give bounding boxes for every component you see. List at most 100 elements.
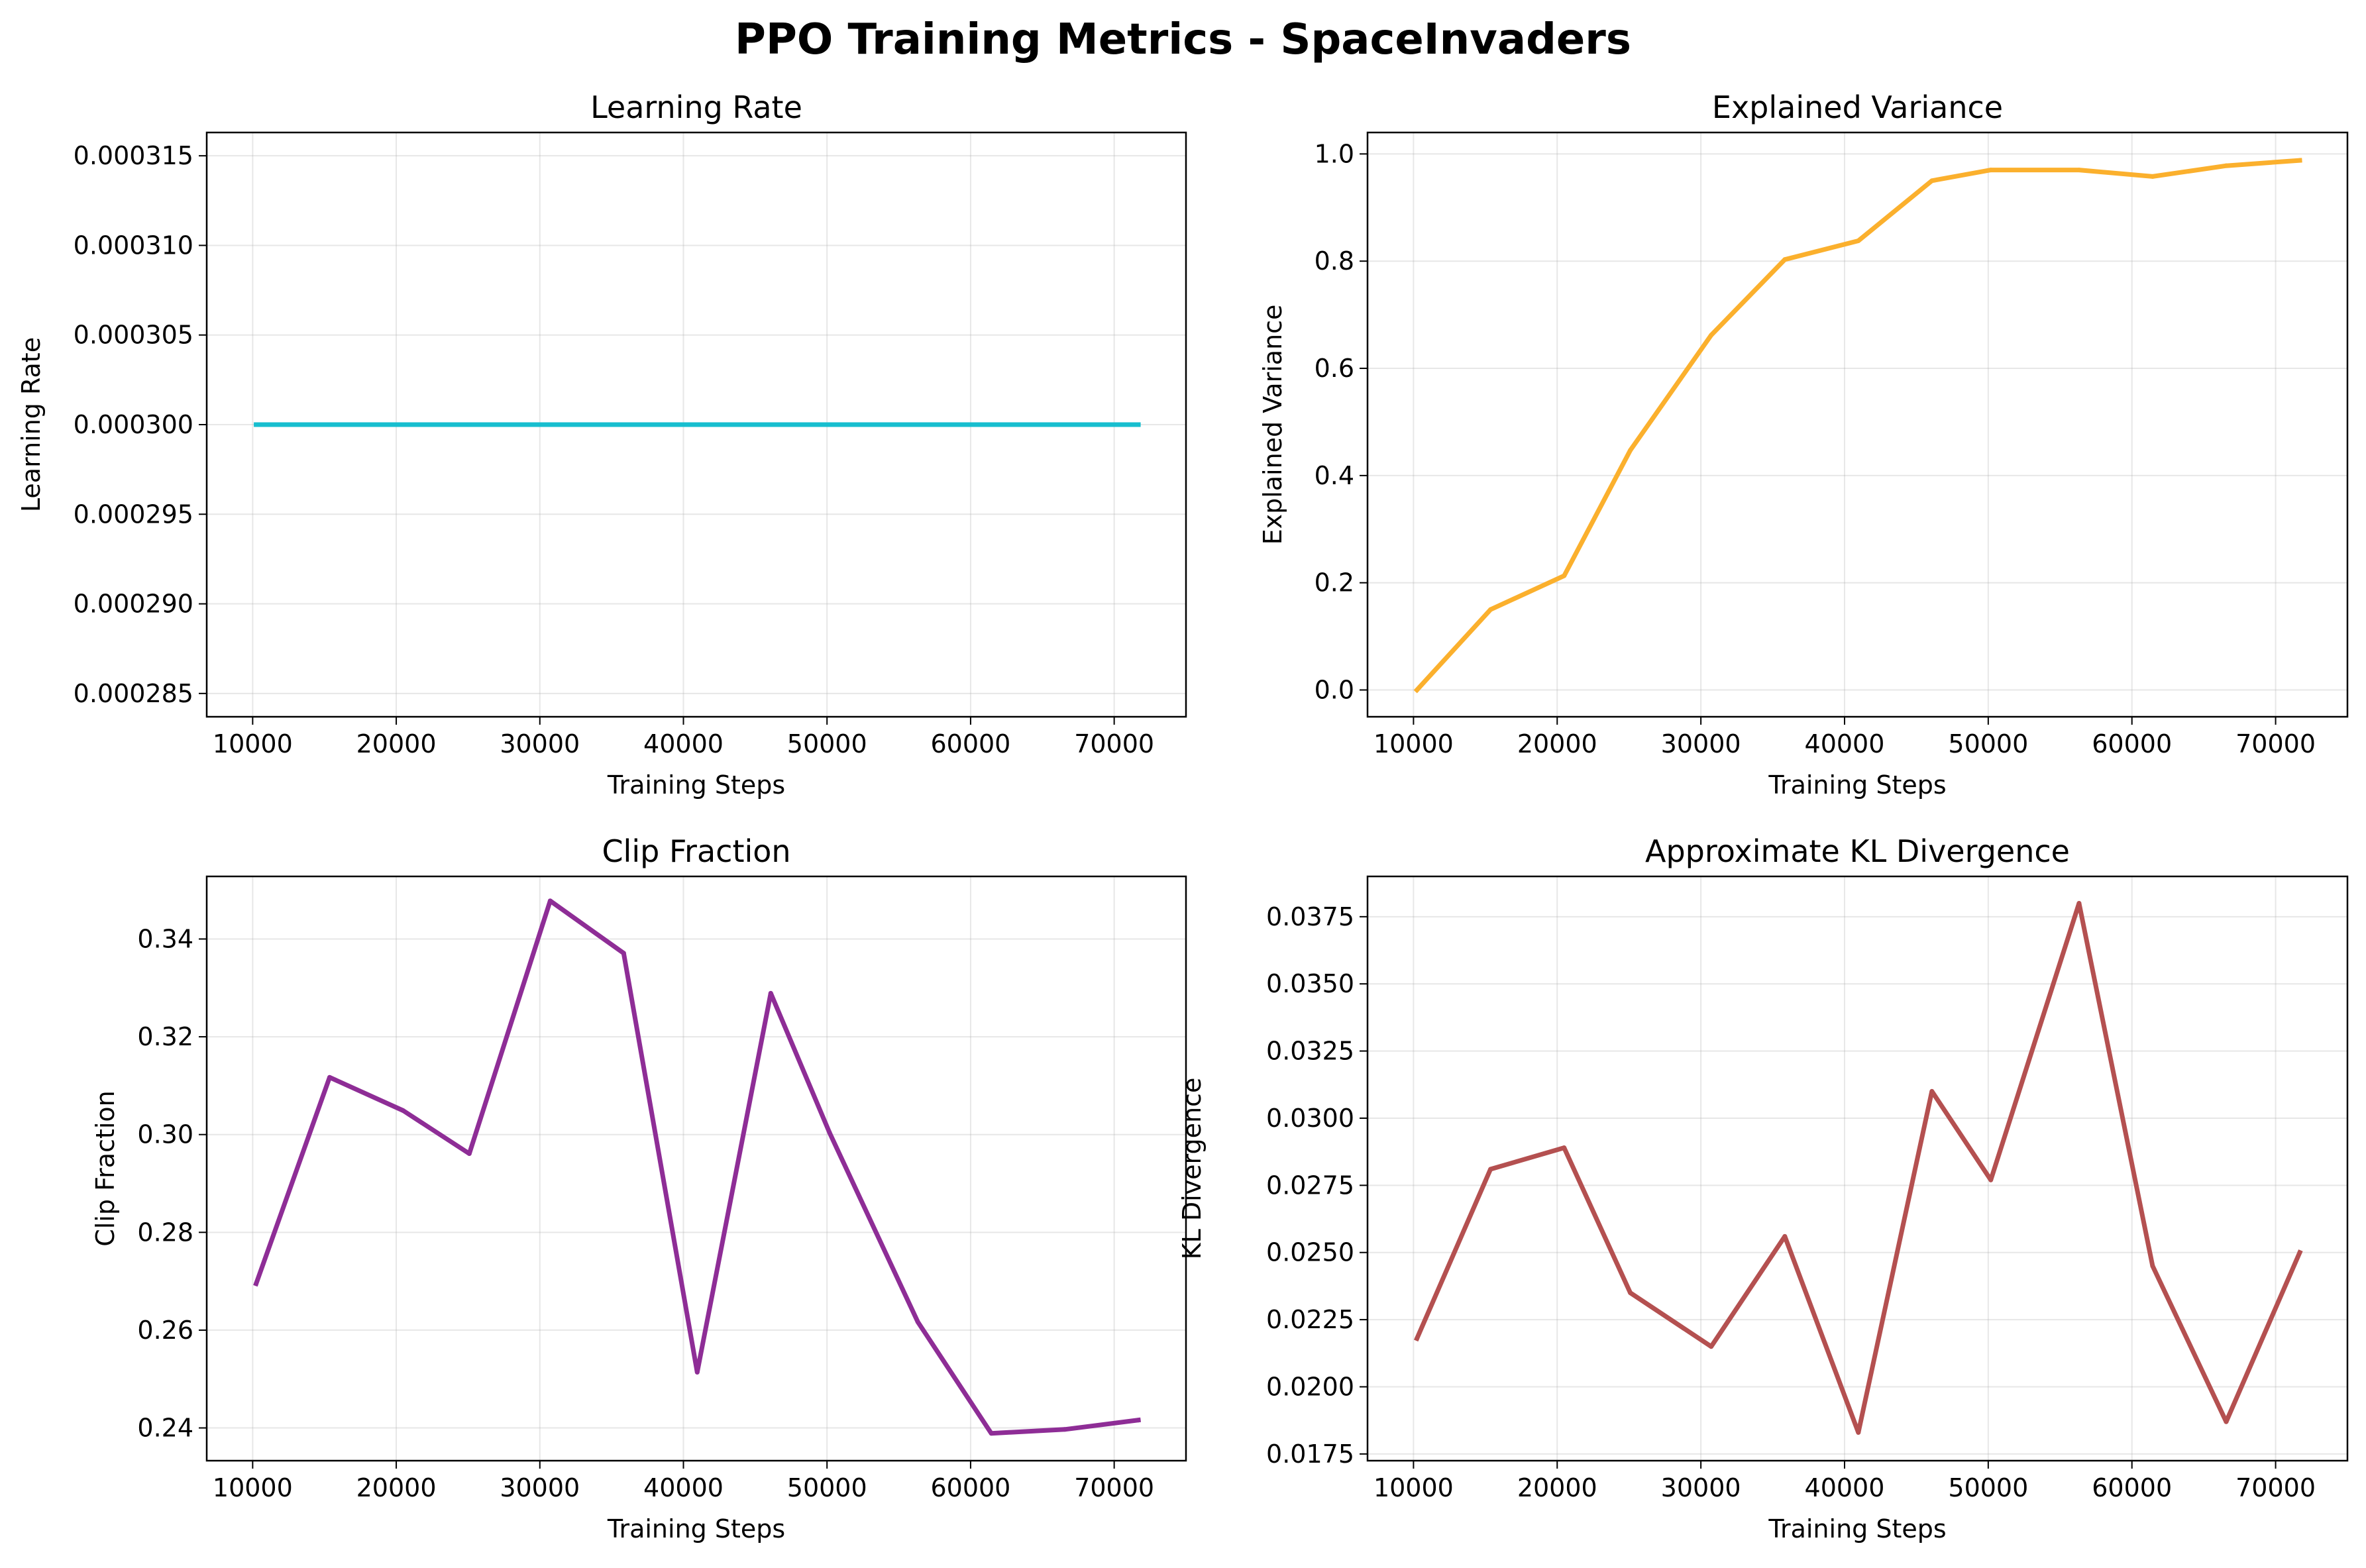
panel-kl-divergence: 10000 20000 30000 40000 50000 60000 70000 0.017… xyxy=(1177,833,2349,1543)
learning-rate-data-point xyxy=(621,422,626,427)
explained-variance-title: Explained Variance xyxy=(1712,89,2003,125)
clip-fraction-y-tick-label: 0.30 xyxy=(137,1120,193,1149)
explained-variance-x-tick-label: 20000 xyxy=(1517,729,1597,758)
kl-divergence-x-tick-label: 70000 xyxy=(2235,1473,2316,1502)
kl-divergence-data-point xyxy=(1988,1177,1994,1182)
explained-variance-data-point xyxy=(2224,163,2229,168)
explained-variance-data-point xyxy=(1782,257,1788,262)
learning-rate-x-tick-label: 30000 xyxy=(500,729,580,758)
explained-variance-x-tick-label: 70000 xyxy=(2235,729,2316,758)
explained-variance-plot-area xyxy=(1368,132,2347,717)
clip-fraction-data-point xyxy=(621,951,626,956)
clip-fraction-data-point xyxy=(768,990,773,996)
explained-variance-x-tick-label: 40000 xyxy=(1805,729,1885,758)
clip-fraction-y-tick-label: 0.28 xyxy=(137,1218,193,1247)
explained-variance-x-tick-label: 10000 xyxy=(1373,729,1454,758)
explained-variance-data-point xyxy=(1929,178,1935,183)
clip-fraction-data-point xyxy=(694,1369,700,1375)
clip-fraction-x-tick-label: 20000 xyxy=(356,1473,437,1502)
clip-fraction-data-point xyxy=(989,1431,994,1436)
kl-divergence-y-axis-label: KL Divergence xyxy=(1177,1078,1207,1260)
explained-variance-y-tick-label: 0.0 xyxy=(1315,676,1354,705)
clip-fraction-data-point xyxy=(827,1130,832,1135)
learning-rate-x-tick-label: 40000 xyxy=(643,729,724,758)
clip-fraction-x-tick-label: 60000 xyxy=(930,1473,1010,1502)
explained-variance-y-axis-label: Explained Variance xyxy=(1258,305,1287,545)
explained-variance-data-point xyxy=(2150,174,2155,179)
kl-divergence-data-point xyxy=(2224,1419,2229,1424)
learning-rate-y-axis-label: Learning Rate xyxy=(17,337,46,512)
panel-learning-rate: 10000 20000 30000 40000 50000 60000 70000 0.000… xyxy=(17,89,1187,800)
explained-variance-y-tick-label: 0.8 xyxy=(1315,246,1354,276)
figure-title: PPO Training Metrics - SpaceInvaders xyxy=(735,15,1631,64)
explained-variance-x-tick-label: 30000 xyxy=(1661,729,1741,758)
explained-variance-data-point xyxy=(1709,333,1714,338)
learning-rate-data-point xyxy=(989,422,994,427)
learning-rate-data-point xyxy=(1062,422,1067,427)
kl-divergence-y-tick-label: 0.0175 xyxy=(1266,1439,1354,1469)
explained-variance-data-point xyxy=(1488,607,1493,612)
kl-divergence-data-point xyxy=(2150,1263,2155,1269)
kl-divergence-data-point xyxy=(2297,1250,2302,1255)
clip-fraction-data-point xyxy=(547,898,553,904)
kl-divergence-axes-frame xyxy=(1366,875,2349,1462)
kl-divergence-x-tick-label: 10000 xyxy=(1373,1473,1454,1502)
learning-rate-data-point xyxy=(768,422,773,427)
clip-fraction-x-axis-label: Training Steps xyxy=(607,1514,785,1543)
kl-divergence-x-axis-label: Training Steps xyxy=(1768,1514,1946,1543)
learning-rate-y-tick-label: 0.000305 xyxy=(74,321,193,350)
learning-rate-data-point xyxy=(400,422,405,427)
clip-fraction-x-tick-label: 30000 xyxy=(500,1473,580,1502)
clip-fraction-axes-frame xyxy=(205,875,1187,1462)
learning-rate-data-point xyxy=(827,422,832,427)
learning-rate-x-tick-label: 70000 xyxy=(1074,729,1154,758)
kl-divergence-data-point xyxy=(1856,1430,1861,1435)
clip-fraction-x-tick-label: 40000 xyxy=(643,1473,724,1502)
explained-variance-data-point xyxy=(1562,573,1567,578)
learning-rate-y-tick-label: 0.000285 xyxy=(74,679,193,708)
kl-divergence-x-tick-label: 50000 xyxy=(1948,1473,2028,1502)
clip-fraction-y-tick-label: 0.26 xyxy=(137,1316,193,1345)
kl-divergence-data-point xyxy=(1929,1088,1935,1094)
learning-rate-x-tick-label: 60000 xyxy=(930,729,1010,758)
explained-variance-y-tick-label: 0.6 xyxy=(1315,354,1354,383)
kl-divergence-x-tick-label: 40000 xyxy=(1805,1473,1885,1502)
panel-clip-fraction: 10000 20000 30000 40000 50000 60000 70000 0.24 0… xyxy=(91,833,1187,1543)
learning-rate-x-tick-label: 50000 xyxy=(787,729,867,758)
learning-rate-data-point xyxy=(694,422,700,427)
clip-fraction-x-tick-label: 50000 xyxy=(787,1473,867,1502)
learning-rate-x-axis-label: Training Steps xyxy=(607,770,785,800)
learning-rate-title: Learning Rate xyxy=(590,89,802,125)
learning-rate-y-tick-label: 0.000290 xyxy=(74,590,193,619)
kl-divergence-y-tick-label: 0.0375 xyxy=(1266,902,1354,931)
learning-rate-y-tick-label: 0.000295 xyxy=(74,499,193,529)
kl-divergence-x-tick-label: 30000 xyxy=(1661,1473,1741,1502)
explained-variance-x-tick-label: 60000 xyxy=(2092,729,2172,758)
explained-variance-data-point xyxy=(1988,168,1994,173)
kl-divergence-data-point xyxy=(1628,1290,1633,1296)
kl-divergence-x-tick-label: 20000 xyxy=(1517,1473,1597,1502)
kl-divergence-data-point xyxy=(2076,901,2082,906)
clip-fraction-x-tick-label: 10000 xyxy=(213,1473,293,1502)
kl-divergence-data-point xyxy=(1709,1344,1714,1349)
clip-fraction-data-point xyxy=(254,1281,259,1286)
learning-rate-y-tick-label: 0.000315 xyxy=(74,141,193,170)
clip-fraction-data-point xyxy=(466,1151,472,1156)
learning-rate-y-tick-label: 0.000310 xyxy=(74,231,193,260)
learning-rate-x-tick-label: 10000 xyxy=(213,729,293,758)
explained-variance-y-tick-label: 1.0 xyxy=(1315,139,1354,168)
explained-variance-x-tick-label: 50000 xyxy=(1948,729,2028,758)
kl-divergence-y-tick-label: 0.0350 xyxy=(1266,969,1354,998)
explained-variance-data-point xyxy=(1415,688,1420,693)
learning-rate-data-point xyxy=(547,422,553,427)
kl-divergence-y-tick-label: 0.0225 xyxy=(1266,1305,1354,1334)
kl-divergence-plot-area xyxy=(1368,876,2347,1461)
kl-divergence-x-tick-label: 60000 xyxy=(2092,1473,2172,1502)
clip-fraction-y-tick-label: 0.34 xyxy=(137,924,193,953)
explained-variance-data-point xyxy=(1856,238,1861,243)
clip-fraction-data-point xyxy=(400,1108,405,1114)
clip-fraction-data-point xyxy=(1136,1418,1141,1423)
learning-rate-data-point xyxy=(1136,422,1141,427)
kl-divergence-data-point xyxy=(1782,1233,1788,1239)
